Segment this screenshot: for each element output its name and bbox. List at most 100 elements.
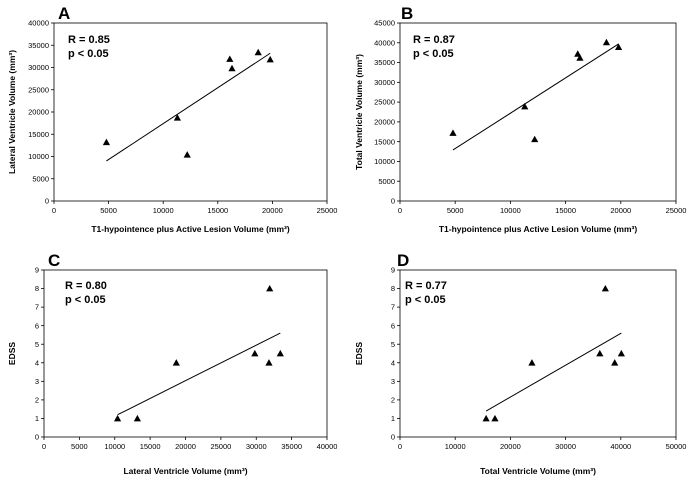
- stat-annotation: R = 0.77: [405, 280, 447, 292]
- y-axis-label: EDSS: [7, 342, 17, 365]
- regression-line: [106, 52, 271, 162]
- data-point: [611, 359, 619, 366]
- data-point: [482, 414, 490, 422]
- x-axis-label: Lateral Ventricle Volume (mm³): [123, 466, 247, 476]
- y-tick-label: 40000: [28, 19, 49, 28]
- stat-annotation: R = 0.87: [413, 34, 455, 46]
- x-tick-label: 0: [42, 442, 46, 451]
- data-point: [226, 55, 234, 62]
- x-axis-label: T1-hypointence plus Active Lesion Volume…: [91, 224, 290, 234]
- regression-line: [117, 332, 281, 416]
- y-axis-label: Total Ventricle Volume (mm³): [354, 54, 364, 170]
- y-tick-label: 8: [391, 284, 395, 293]
- x-tick-label: 15000: [207, 206, 228, 215]
- y-tick-label: 6: [35, 321, 39, 330]
- y-axis-label: Lateral Ventricle Volume (mm³): [7, 50, 17, 174]
- x-tick-label: 40000: [610, 442, 631, 451]
- y-tick-label: 0: [391, 433, 395, 442]
- data-point: [449, 129, 457, 136]
- y-tick-label: 30000: [28, 63, 49, 72]
- data-point: [596, 349, 604, 357]
- data-point: [491, 414, 499, 422]
- data-point: [601, 284, 609, 292]
- x-tick-label: 30000: [246, 442, 267, 451]
- y-tick-label: 5000: [32, 174, 49, 183]
- y-tick-label: 2: [35, 395, 39, 404]
- stat-annotation: p < 0.05: [413, 48, 454, 60]
- data-point: [266, 55, 274, 63]
- y-tick-label: 8: [35, 284, 39, 293]
- x-axis-label: T1-hypointence plus Active Lesion Volume…: [439, 224, 638, 234]
- plot-frame: [399, 269, 677, 438]
- y-tick-label: 3: [35, 377, 39, 386]
- y-tick-label: 0: [391, 197, 395, 206]
- data-point: [617, 349, 625, 357]
- x-tick-label: 10000: [153, 206, 174, 215]
- plot-frame: [53, 22, 328, 202]
- data-point: [521, 102, 529, 110]
- y-tick-label: 5000: [378, 177, 395, 186]
- data-point: [172, 359, 180, 366]
- panel-letter: C: [48, 251, 60, 270]
- y-tick-label: 6: [391, 321, 395, 330]
- y-tick-label: 1: [35, 414, 39, 423]
- x-tick-label: 0: [398, 442, 402, 451]
- x-tick-label: 20000: [500, 442, 521, 451]
- panel-letter: A: [58, 4, 70, 23]
- x-tick-label: 40000: [317, 442, 338, 451]
- x-tick-label: 5000: [71, 442, 88, 451]
- y-tick-label: 7: [35, 303, 39, 312]
- data-point: [254, 48, 262, 56]
- data-point: [113, 414, 122, 422]
- x-tick-label: 15000: [140, 442, 161, 451]
- data-point: [102, 138, 111, 146]
- x-tick-label: 25000: [666, 206, 687, 215]
- stat-annotation: R = 0.80: [65, 280, 107, 292]
- data-point: [276, 349, 284, 357]
- y-tick-label: 15000: [28, 130, 49, 139]
- stat-annotation: p < 0.05: [405, 294, 446, 306]
- chart-panel-c: 0 1 2 3 4 5 6 7 8 9 0 5000 10000 15000 20000 25000 30000…: [7, 251, 337, 476]
- x-tick-label: 0: [398, 206, 402, 215]
- y-tick-label: 25000: [28, 85, 49, 94]
- x-tick-label: 10000: [104, 442, 125, 451]
- chart-panel-b: 0 5000 10000 15000 20000 25000 30000 35000 40000…: [354, 4, 686, 234]
- x-axis-label: Total Ventricle Volume (mm³): [480, 466, 596, 476]
- y-tick-label: 3: [391, 377, 395, 386]
- x-tick-label: 5000: [447, 206, 464, 215]
- x-tick-label: 30000: [555, 442, 576, 451]
- y-tick-label: 2: [391, 395, 395, 404]
- x-tick-label: 50000: [666, 442, 687, 451]
- x-tick-label: 10000: [500, 206, 521, 215]
- regression-line: [452, 43, 619, 151]
- y-axis-label: EDSS: [354, 342, 364, 365]
- data-point: [228, 64, 236, 72]
- data-point: [531, 135, 539, 143]
- y-tick-label: 0: [45, 197, 49, 206]
- y-tick-label: 20000: [374, 117, 395, 126]
- y-tick-label: 45000: [374, 19, 395, 28]
- x-tick-label: 25000: [317, 206, 338, 215]
- x-tick-label: 0: [52, 206, 56, 215]
- data-point: [528, 359, 536, 366]
- data-point: [576, 54, 584, 61]
- x-tick-label: 35000: [281, 442, 302, 451]
- data-point: [173, 114, 181, 121]
- data-point: [133, 414, 141, 422]
- stat-annotation: R = 0.85: [68, 34, 110, 46]
- stat-annotation: p < 0.05: [68, 48, 109, 60]
- y-tick-label: 25000: [374, 98, 395, 107]
- y-tick-label: 0: [35, 433, 39, 442]
- chart-panel-d: 0 1 2 3 4 5 6 7 8 9 0 10000 20000 30000 40000 50000 D R =…: [354, 251, 686, 476]
- y-tick-label: 5: [35, 340, 39, 349]
- y-tick-label: 35000: [374, 58, 395, 67]
- panel-letter: B: [401, 4, 413, 23]
- x-tick-label: 20000: [175, 442, 196, 451]
- x-tick-label: 10000: [445, 442, 466, 451]
- data-point: [183, 151, 191, 158]
- y-tick-label: 30000: [374, 78, 395, 87]
- y-tick-label: 10000: [374, 157, 395, 166]
- x-tick-label: 25000: [210, 442, 231, 451]
- y-tick-label: 4: [35, 358, 39, 367]
- regression-line: [485, 332, 622, 412]
